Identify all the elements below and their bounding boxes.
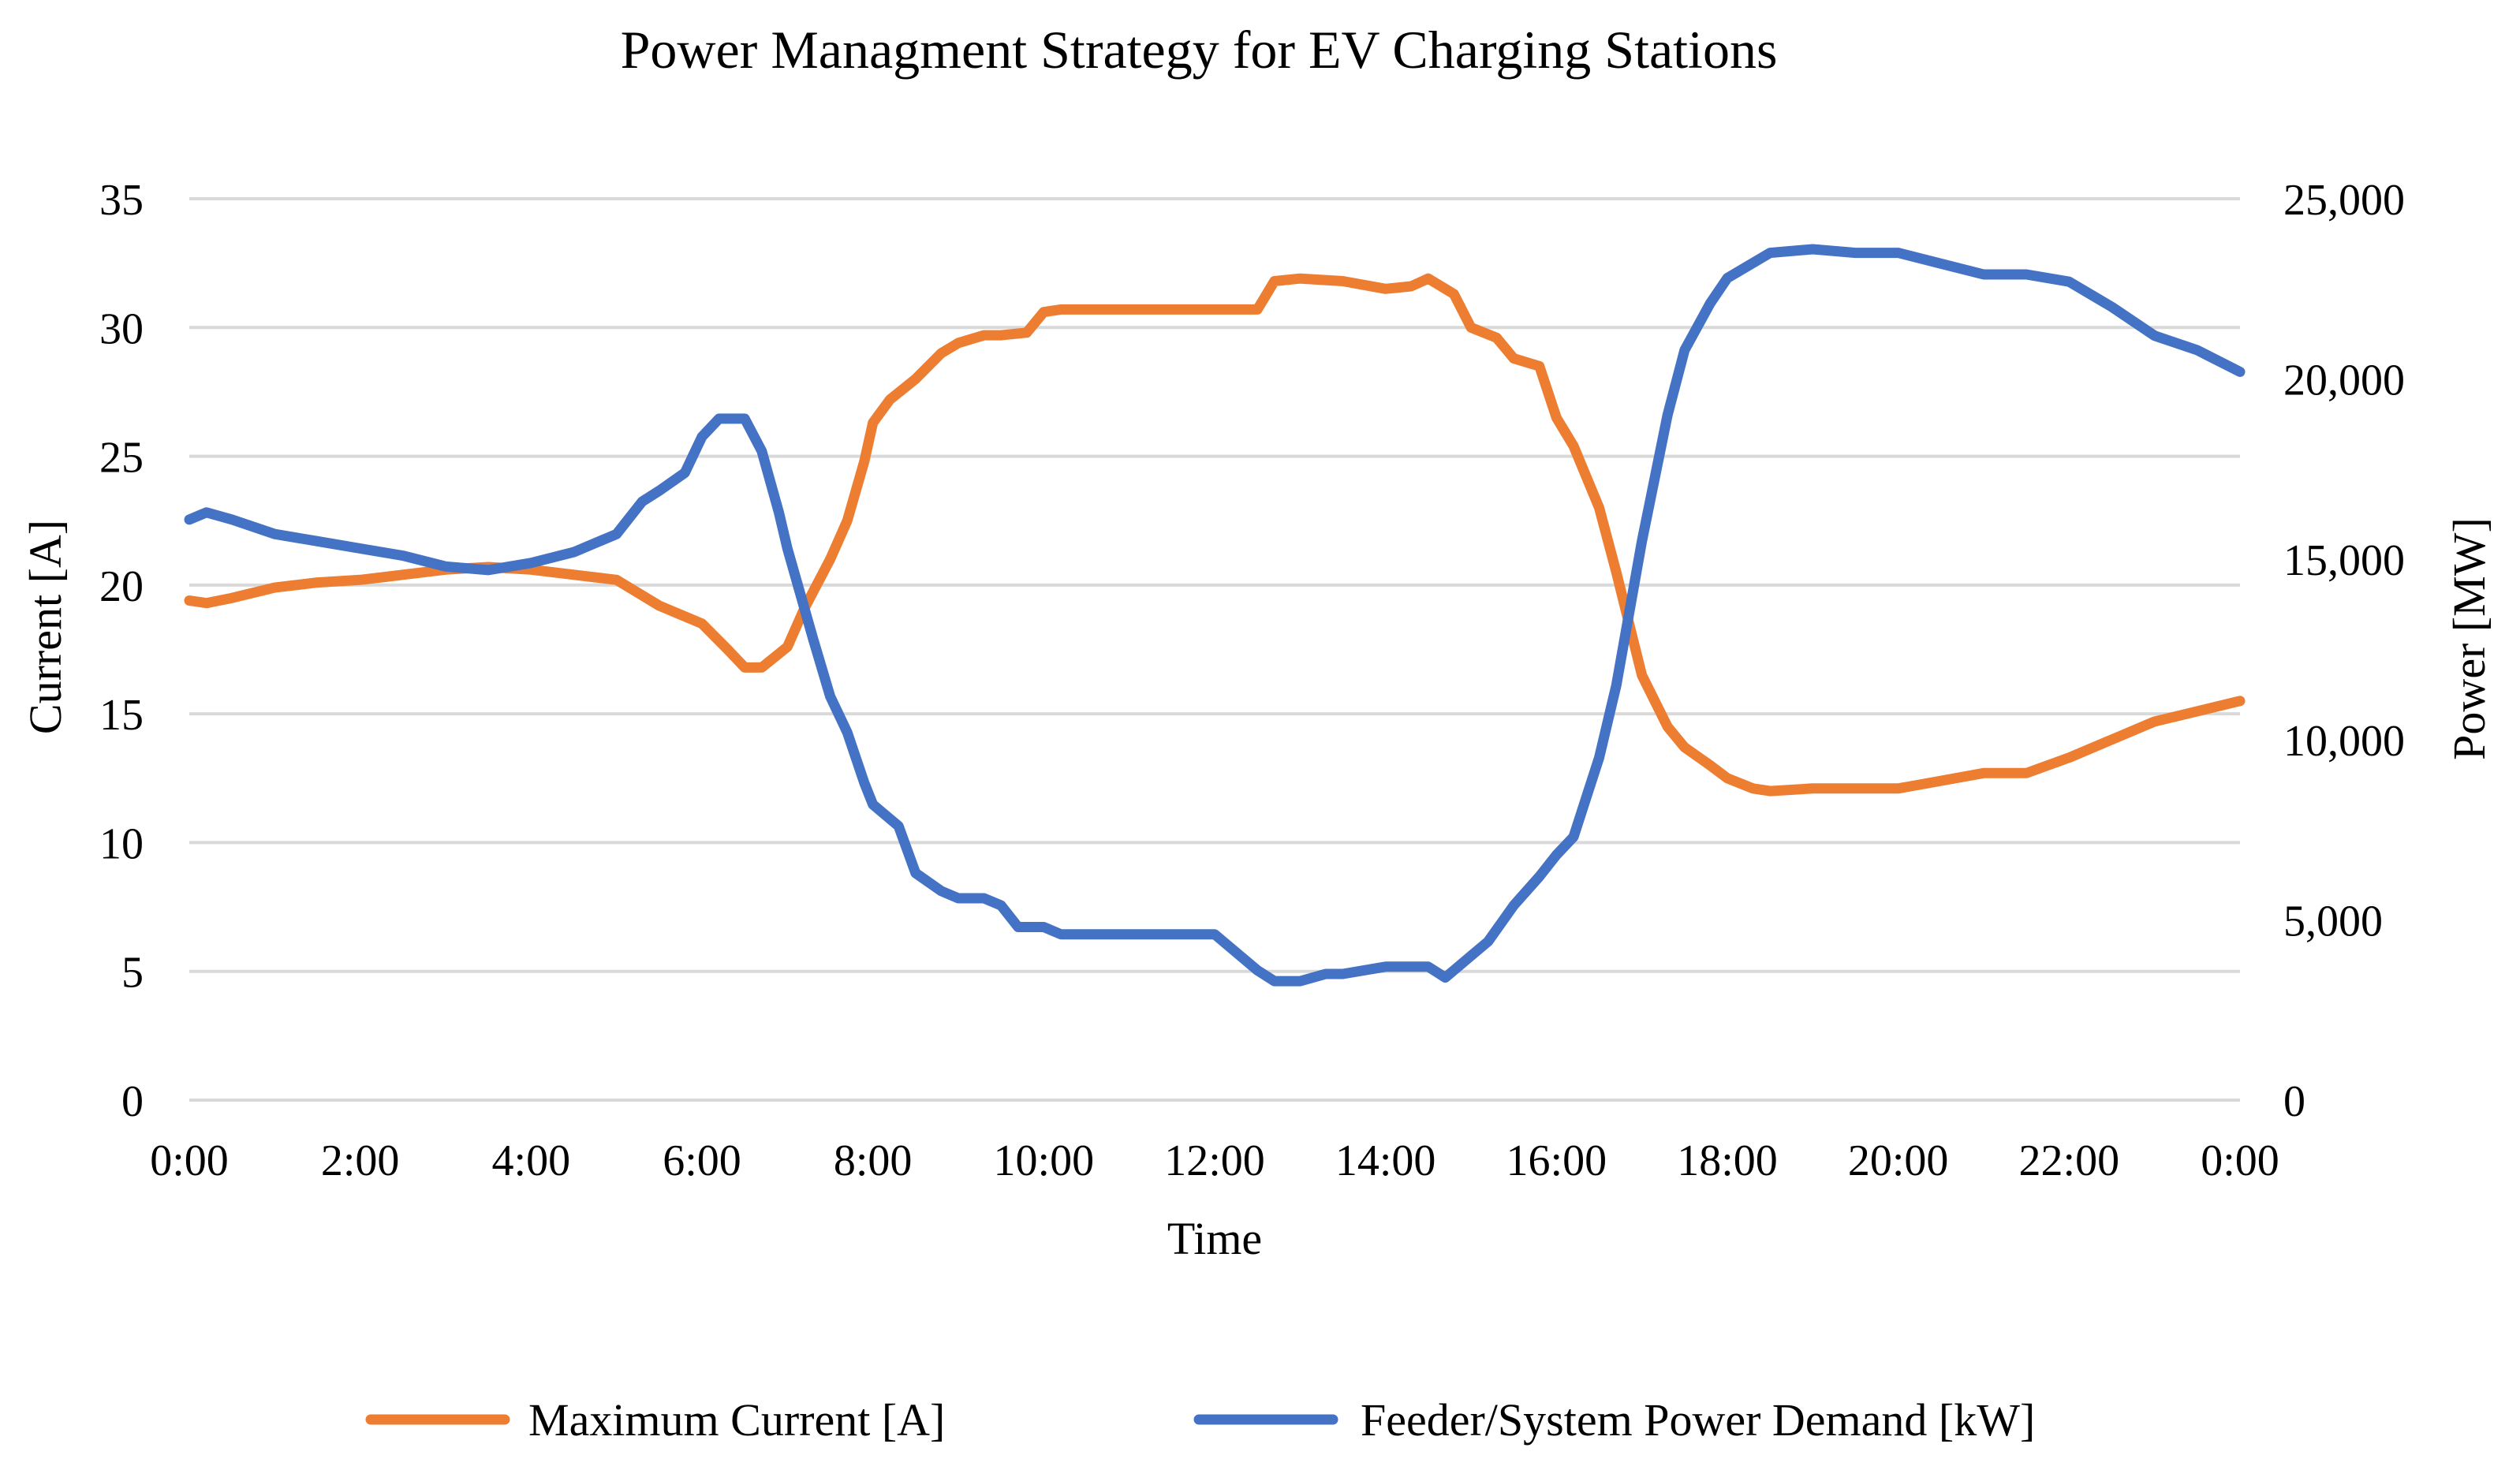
- x-tick-label: 16:00: [1506, 1136, 1607, 1185]
- y-tick-label: 30: [99, 304, 144, 353]
- x-tick-label: 2:00: [321, 1136, 400, 1185]
- legend-label: Feeder/System Power Demand [kW]: [1361, 1394, 2035, 1446]
- legend-label: Maximum Current [A]: [528, 1394, 945, 1446]
- x-tick-label: 4:00: [492, 1136, 571, 1185]
- series-line-maximum-current: [184, 273, 2246, 797]
- y2-tick-label: 25,000: [2283, 176, 2405, 225]
- x-axis-ticks: 0:00 2:00 4:00 6:00 8:00 10:00 12:00 14:00 16:00…: [150, 1136, 2279, 1185]
- y-tick-label: 5: [121, 949, 144, 998]
- y-axis-ticks: 0 5 10 15 20 25 30 35: [99, 176, 144, 1126]
- chart-title: Power Managment Strategy for EV Charging…: [621, 20, 1778, 80]
- x-tick-label: 22:00: [2019, 1136, 2120, 1185]
- y-tick-label: 35: [99, 176, 144, 225]
- y2-tick-label: 20,000: [2283, 356, 2405, 405]
- x-axis-label: Time: [1167, 1213, 1262, 1264]
- legend: Maximum Current [A] Feeder/System Power D…: [365, 1394, 2035, 1446]
- y-tick-label: 25: [99, 434, 144, 483]
- x-tick-label: 10:00: [994, 1136, 1095, 1185]
- y2-axis-ticks: 0 5,000 10,000 15,000 20,000 25,000: [2283, 176, 2405, 1126]
- y2-axis-label: Power [MW]: [2443, 517, 2495, 760]
- y-tick-label: 15: [99, 691, 144, 740]
- x-tick-label: 8:00: [834, 1136, 913, 1185]
- x-tick-label: 14:00: [1335, 1136, 1436, 1185]
- y2-tick-label: 5,000: [2283, 897, 2383, 946]
- x-tick-label: 6:00: [663, 1136, 741, 1185]
- y-tick-label: 0: [121, 1077, 144, 1126]
- x-tick-label: 18:00: [1677, 1136, 1778, 1185]
- x-tick-label: 0:00: [150, 1136, 229, 1185]
- series-lines: [184, 244, 2246, 987]
- y-tick-label: 20: [99, 562, 144, 611]
- x-tick-label: 0:00: [2201, 1136, 2279, 1185]
- gridlines: [189, 197, 2240, 1102]
- series-line-power-demand: [184, 244, 2246, 987]
- y2-tick-label: 15,000: [2283, 536, 2405, 585]
- x-tick-label: 12:00: [1164, 1136, 1265, 1185]
- x-tick-label: 20:00: [1848, 1136, 1949, 1185]
- y2-tick-label: 10,000: [2283, 717, 2405, 766]
- y-tick-label: 10: [99, 819, 144, 868]
- y-axis-label: Current [A]: [20, 520, 71, 734]
- y2-tick-label: 0: [2283, 1077, 2305, 1126]
